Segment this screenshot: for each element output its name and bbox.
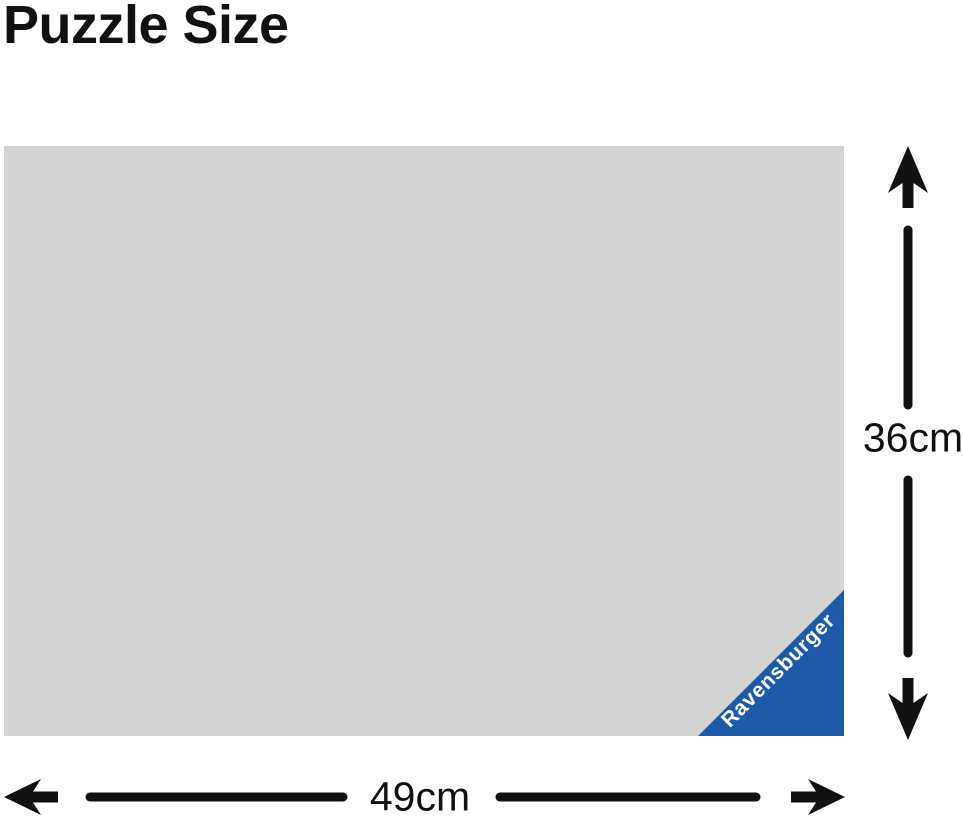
- down-arrow-icon: [888, 678, 928, 740]
- brand-label: Ravensburger: [716, 608, 840, 732]
- right-arrow-icon: [791, 779, 845, 815]
- height-dimension-label: 36cm: [862, 414, 963, 461]
- puzzle-preview: Ravensburger: [4, 146, 844, 736]
- page-title: Puzzle Size: [3, 0, 289, 55]
- left-arrow-icon: [4, 779, 58, 815]
- up-arrow-icon: [888, 146, 928, 208]
- brand-corner-triangle: Ravensburger: [698, 590, 844, 736]
- width-dimension-label: 49cm: [369, 773, 471, 820]
